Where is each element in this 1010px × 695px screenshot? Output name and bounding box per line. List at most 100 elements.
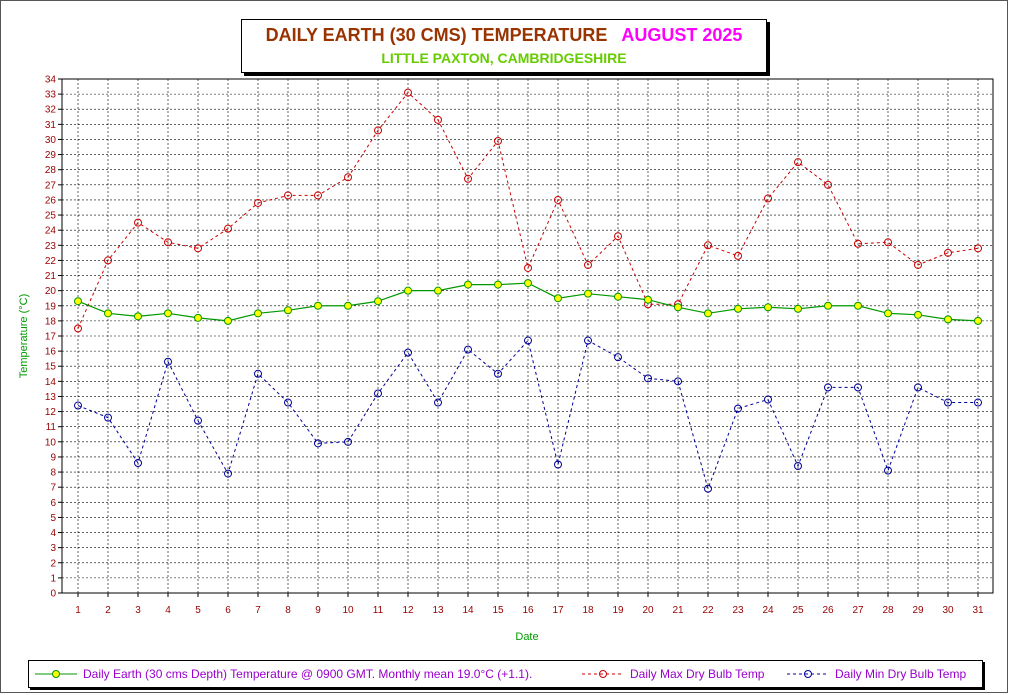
x-tick-label: 5 (195, 605, 201, 616)
y-tick-label: 11 (46, 422, 57, 433)
y-tick-label: 6 (50, 498, 56, 509)
data-point-earth (104, 309, 112, 318)
y-tick-label: 19 (45, 301, 57, 312)
data-point-earth (194, 313, 202, 322)
y-tick-label: 21 (45, 271, 57, 282)
data-point-max (524, 263, 532, 272)
legend-swatch-earth (35, 670, 77, 678)
y-tick-label: 28 (45, 165, 57, 176)
y-tick-label: 31 (45, 120, 57, 131)
y-tick-label: 1 (50, 573, 56, 584)
data-point-min (974, 398, 982, 407)
data-point-earth (704, 309, 712, 318)
data-point-max (824, 180, 832, 189)
data-point-min (584, 336, 592, 345)
legend-swatch-min (787, 670, 829, 678)
y-tick-label: 30 (45, 135, 57, 146)
y-tick-label: 12 (45, 407, 57, 418)
data-point-min (524, 336, 532, 345)
x-tick-label: 7 (255, 605, 261, 616)
x-tick-label: 14 (462, 605, 474, 616)
data-point-earth (344, 301, 352, 310)
y-tick-label: 34 (45, 75, 57, 86)
data-point-min (944, 398, 952, 407)
data-point-earth (584, 289, 592, 298)
data-point-min (254, 369, 262, 378)
x-tick-label: 23 (732, 605, 744, 616)
y-tick-label: 24 (45, 226, 57, 237)
data-point-max (794, 158, 802, 167)
y-tick-label: 32 (45, 105, 57, 116)
y-tick-label: 25 (45, 211, 57, 222)
data-point-earth (494, 280, 502, 289)
data-point-earth (464, 280, 472, 289)
data-point-earth (824, 301, 832, 310)
x-tick-label: 30 (942, 605, 954, 616)
y-axis-label: Temperature (°C) (18, 294, 30, 378)
data-point-min (854, 383, 862, 392)
data-point-max (914, 260, 922, 269)
data-point-min (824, 383, 832, 392)
data-point-min (224, 469, 232, 478)
data-point-max (194, 244, 202, 253)
data-point-earth (734, 304, 742, 313)
data-point-earth (854, 301, 862, 310)
series-earth (74, 279, 982, 325)
data-point-earth (134, 312, 142, 321)
data-point-earth (614, 292, 622, 301)
legend-item-max: Daily Max Dry Bulb Temp (582, 665, 764, 683)
x-tick-label: 18 (582, 605, 594, 616)
data-point-max (884, 238, 892, 247)
y-tick-label: 23 (45, 241, 57, 252)
data-point-earth (224, 316, 232, 325)
data-point-min (554, 460, 562, 469)
data-point-earth (254, 309, 262, 318)
plot-area-border (61, 78, 994, 594)
data-point-min (74, 401, 82, 410)
data-point-max (74, 324, 82, 333)
x-tick-label: 31 (972, 605, 984, 616)
data-point-max (734, 251, 742, 260)
y-tick-label: 18 (45, 316, 57, 327)
series-line-max (77, 91, 979, 329)
x-tick-label: 2 (105, 605, 111, 616)
data-point-max (944, 248, 952, 257)
data-point-max (854, 239, 862, 248)
data-point-earth (524, 279, 532, 288)
x-tick-label: 24 (762, 605, 774, 616)
x-tick-label: 19 (612, 605, 624, 616)
legend-label-min: Daily Min Dry Bulb Temp (835, 667, 967, 681)
x-tick-label: 16 (522, 605, 534, 616)
y-tick-label: 3 (50, 543, 56, 554)
data-point-min (104, 413, 112, 422)
x-tick-label: 8 (285, 605, 291, 616)
x-tick-label: 9 (315, 605, 321, 616)
x-tick-label: 17 (552, 605, 564, 616)
grid (62, 79, 993, 593)
x-tick-label: 10 (342, 605, 354, 616)
data-point-max (314, 191, 322, 200)
y-tick-label: 4 (50, 528, 56, 539)
x-tick-label: 27 (852, 605, 864, 616)
y-tick-label: 29 (45, 150, 57, 161)
legend-label-earth: Daily Earth (30 cms Depth) Temperature @… (83, 667, 533, 681)
series-line-min (77, 339, 978, 491)
data-point-min (764, 395, 772, 404)
x-tick-label: 1 (75, 605, 81, 616)
x-tick-label: 20 (642, 605, 654, 616)
data-point-earth (554, 294, 562, 303)
x-tick-label: 26 (822, 605, 834, 616)
data-point-earth (674, 303, 682, 312)
y-tick-label: 5 (50, 513, 56, 524)
y-tick-label: 15 (45, 362, 57, 373)
legend: Daily Earth (30 cms Depth) Temperature @… (28, 660, 983, 688)
data-point-max (614, 232, 622, 241)
x-tick-label: 22 (702, 605, 714, 616)
data-point-min (614, 353, 622, 362)
chart-title-box: DAILY EARTH (30 CMS) TEMPERATURE AUGUST 2… (241, 19, 767, 73)
x-tick-label: 25 (792, 605, 804, 616)
data-point-min (164, 357, 172, 366)
data-point-earth (284, 306, 292, 315)
data-point-earth (374, 297, 382, 306)
